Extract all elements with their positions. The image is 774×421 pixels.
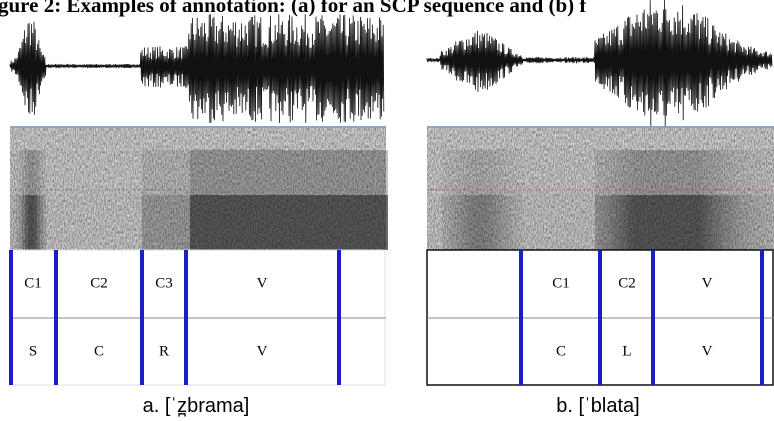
waveforms	[9, 0, 774, 128]
tier-label: C	[556, 343, 566, 359]
annotation-tiers: C1 C2 C3 V S C R V C1 C2 V C L V	[9, 249, 774, 386]
tier-label: V	[257, 275, 268, 291]
spectrogram-band	[385, 195, 388, 250]
tier-label: V	[257, 343, 268, 359]
spectrogram-band	[385, 150, 388, 195]
tier-label: V	[702, 343, 713, 359]
spectrogram-noise	[10, 128, 386, 250]
tier-label: C	[94, 343, 104, 359]
tier-label: C1	[24, 275, 42, 291]
figure-title: gure 2: Examples of annotation: (a) for …	[0, 0, 587, 17]
waveform	[9, 14, 385, 124]
tier-label: C2	[90, 275, 108, 291]
tier-label: V	[702, 275, 713, 291]
tier-label: S	[29, 343, 37, 359]
spectrograms	[10, 128, 774, 250]
tier-label: C1	[552, 275, 570, 291]
spectrogram-noise	[427, 128, 774, 250]
caption: a. [ˈz̪brama]	[143, 395, 250, 417]
tier-label: C3	[155, 275, 173, 291]
waveform	[426, 0, 773, 127]
caption: b. [ˈblata]	[556, 395, 639, 417]
tier-label: L	[622, 343, 631, 359]
tier-label: C2	[618, 275, 636, 291]
tier-label: R	[159, 343, 169, 359]
